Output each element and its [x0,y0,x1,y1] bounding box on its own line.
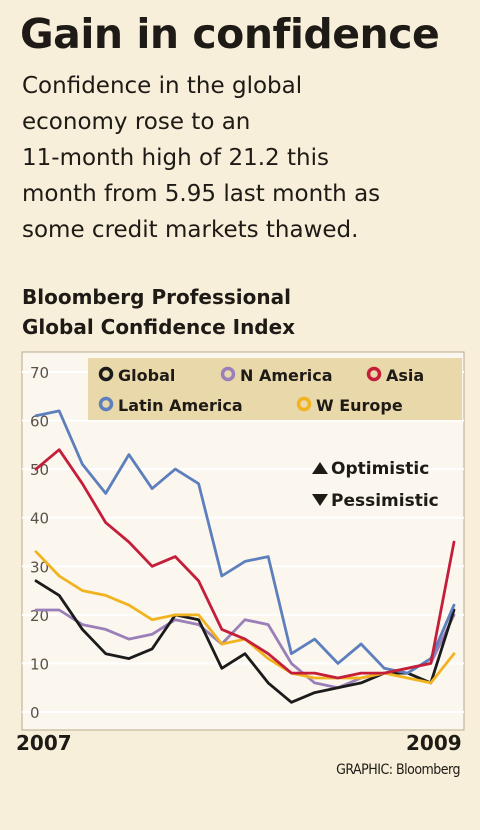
legend: Global N America Asia Latin America W Europe [88,358,462,420]
subtitle-line: 11-month high of 21.2 this [22,145,329,171]
legend-label: W Europe [316,396,403,415]
x-tick-label: 2009 [406,731,462,755]
source-credit: GRAPHIC: Bloomberg [336,762,460,778]
gridlines [22,371,464,713]
annotation-pessimistic: Pessimistic [312,491,439,511]
series-line-latin-america [34,409,456,675]
subtitle-line: Confidence in the global [22,73,303,99]
legend-swatch [98,366,114,382]
chart-title-line: Global Confidence Index [22,315,296,339]
series-line-asia [34,448,456,680]
down-triangle-icon [312,494,328,506]
y-tick-label: 30 [30,558,49,576]
y-tick-label: 50 [30,461,49,479]
x-axis-ticks: 2007 2009 [16,731,462,755]
subtitle-line: some credit markets thawed. [22,217,359,243]
y-tick-label: 10 [30,655,49,673]
legend-label: Global [118,366,175,385]
legend-label: Asia [386,366,424,385]
chart-title: Bloomberg Professional Global Confidence… [22,282,462,342]
series-lines [34,409,456,704]
legend-label: N America [240,366,333,385]
y-tick-label: 70 [30,364,49,382]
y-tick-label: 60 [30,413,49,431]
subtitle: Confidence in the global economy rose to… [22,68,442,248]
legend-label: Latin America [118,396,243,415]
legend-swatch [220,366,236,382]
legend-box [88,358,462,420]
page-title: Gain in confidence [20,10,440,58]
y-tick-label: 40 [30,510,49,528]
chart-title-line: Bloomberg Professional [22,285,291,309]
subtitle-line: month from 5.95 last month as [22,181,381,207]
annotation-pessimistic-label: Pessimistic [331,491,439,511]
up-triangle-icon [312,462,328,474]
legend-swatch [98,396,114,412]
subtitle-line: economy rose to an [22,109,251,135]
legend-swatch [366,366,382,382]
legend-swatch [296,396,312,412]
annotation-optimistic: Optimistic [312,459,429,479]
annotation-optimistic-label: Optimistic [331,459,429,479]
y-tick-label: 0 [30,704,40,722]
x-tick-label: 2007 [16,731,72,755]
